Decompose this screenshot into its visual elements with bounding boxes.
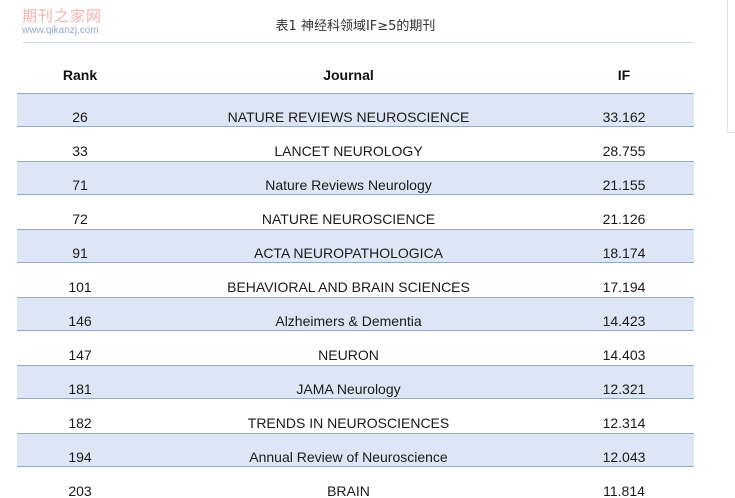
header-if: IF <box>617 67 631 83</box>
table-row: 91 ACTA NEUROPATHOLOGICA 18.174 <box>17 229 694 263</box>
cell-if: 33.162 <box>602 109 646 125</box>
cell-journal: TRENDS IN NEUROSCIENCES <box>247 415 450 431</box>
cell-rank: 147 <box>68 347 92 363</box>
cell-rank: 91 <box>72 245 88 261</box>
cell-journal: LANCET NEUROLOGY <box>274 143 423 159</box>
watermark-url: www.qikanzj.com <box>22 25 99 36</box>
header-rank: Rank <box>62 67 98 83</box>
cell-journal: NATURE NEUROSCIENCE <box>261 211 436 227</box>
table-row: 182 TRENDS IN NEUROSCIENCES 12.314 <box>17 399 694 433</box>
cell-journal: JAMA Neurology <box>296 381 401 397</box>
cell-journal: BEHAVIORAL AND BRAIN SCIENCES <box>227 279 470 295</box>
cell-if: 21.155 <box>602 177 646 193</box>
table-row: 71 Nature Reviews Neurology 21.155 <box>17 161 694 195</box>
watermark-title: 期刊之家网 <box>22 8 103 25</box>
table-row: 146 Alzheimers & Dementia 14.423 <box>17 297 694 331</box>
header-journal: Journal <box>323 67 374 83</box>
cell-if: 14.423 <box>602 313 646 329</box>
table-row: 181 JAMA Neurology 12.321 <box>17 365 694 399</box>
table-row: 101 BEHAVIORAL AND BRAIN SCIENCES 17.194 <box>17 263 694 297</box>
table-caption: 表1 神经科领域IF≥5的期刊 <box>275 19 436 34</box>
site-watermark: 期刊之家网 www.qikanzj.com <box>22 9 132 37</box>
cell-rank: 72 <box>72 211 88 227</box>
cell-journal: Annual Review of Neuroscience <box>249 449 448 465</box>
cell-journal: Nature Reviews Neurology <box>265 177 432 193</box>
table-row: 72 NATURE NEUROSCIENCE 21.126 <box>17 195 694 229</box>
cell-if: 17.194 <box>602 279 646 295</box>
cell-journal: NATURE REVIEWS NEUROSCIENCE <box>227 109 470 125</box>
cell-if: 21.126 <box>602 211 646 227</box>
cell-journal: BRAIN <box>327 483 370 498</box>
cell-if: 28.755 <box>602 143 646 159</box>
cell-rank: 194 <box>68 449 92 465</box>
cell-rank: 203 <box>68 483 92 498</box>
table-row: 194 Annual Review of Neuroscience 12.043 <box>17 433 694 467</box>
cell-rank: 26 <box>72 109 88 125</box>
caption-divider <box>23 42 693 43</box>
cell-rank: 101 <box>68 279 92 295</box>
cell-if: 18.174 <box>602 245 646 261</box>
cell-rank: 71 <box>72 177 88 193</box>
cell-journal: Alzheimers & Dementia <box>275 313 422 329</box>
cell-journal: ACTA NEUROPATHOLOGICA <box>253 245 444 261</box>
table-row: 147 NEURON 14.403 <box>17 331 694 365</box>
cell-if: 11.814 <box>603 483 645 498</box>
cell-rank: 182 <box>68 415 92 431</box>
cell-rank: 146 <box>68 313 92 329</box>
cell-rank: 33 <box>72 143 88 159</box>
cell-journal: NEURON <box>318 347 379 363</box>
table-header: Rank Journal IF <box>17 61 694 89</box>
table-row: 33 LANCET NEUROLOGY 28.755 <box>17 127 694 161</box>
cell-if: 12.314 <box>602 415 646 431</box>
table-body: 26 NATURE REVIEWS NEUROSCIENCE 33.162 33… <box>17 93 694 498</box>
page-edge-divider-foot <box>727 132 735 133</box>
table-row: 26 NATURE REVIEWS NEUROSCIENCE 33.162 <box>17 93 694 127</box>
cell-rank: 181 <box>68 381 92 397</box>
cell-if: 14.403 <box>602 347 646 363</box>
cell-if: 12.043 <box>602 449 646 465</box>
table-row: 203 BRAIN 11.814 <box>17 467 694 498</box>
page-edge-divider <box>727 0 728 133</box>
cell-if: 12.321 <box>602 381 646 397</box>
